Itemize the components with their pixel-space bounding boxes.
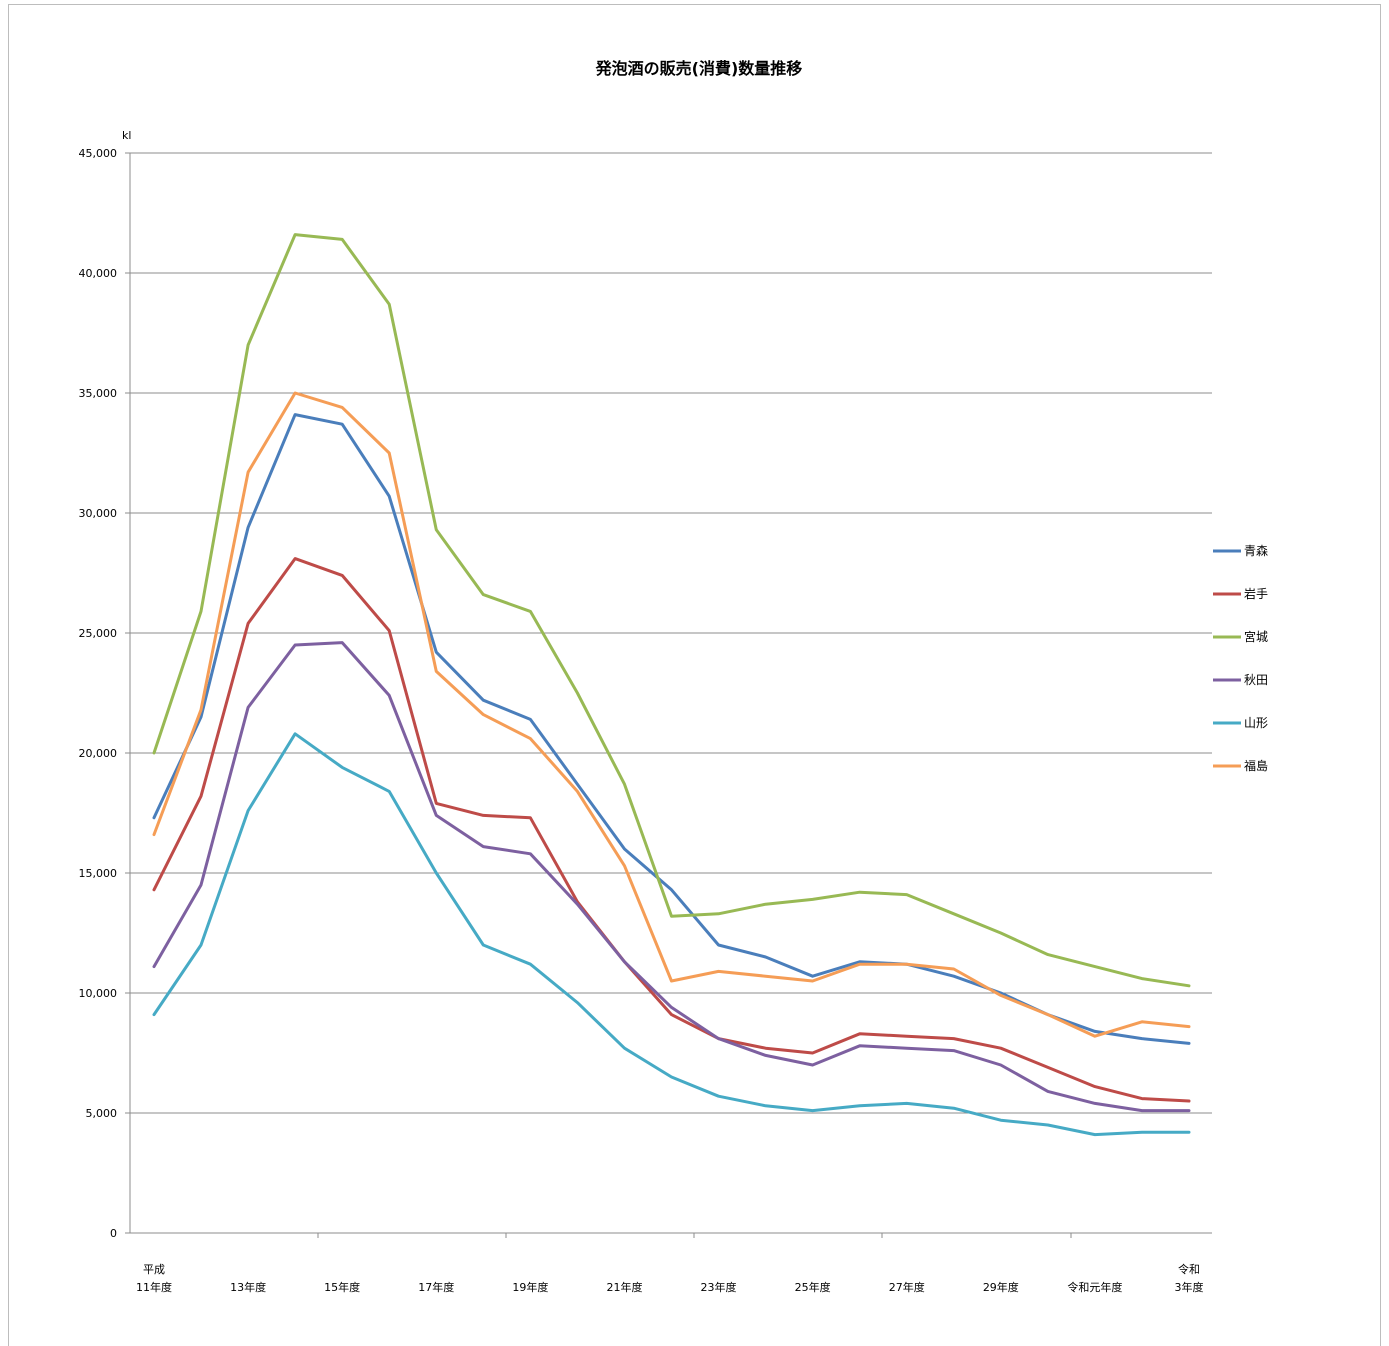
x-tick-label: 29年度 [983,1280,1019,1294]
legend-label: 青森 [1244,543,1268,558]
y-tick-label: 45,000 [79,147,118,160]
legend-label: 福島 [1244,758,1268,773]
x-tick-label: 17年度 [418,1280,454,1294]
y-tick-label: 0 [110,1227,117,1240]
series-line-秋田 [152,641,1191,1113]
y-tick-label: 35,000 [79,387,118,400]
x-tick-label: 令和元年度 [1067,1280,1122,1294]
x-axis: 平成 11年度 13年度 15年度 17年度 19年度 21年度 23年度 25年度 27年度 29… [129,153,1212,1294]
legend-label: 岩手 [1244,586,1268,601]
x-tick-label: 平成 11年度 [136,1263,172,1294]
x-tick-label: 21年度 [606,1280,642,1294]
series-line-山形 [152,732,1191,1137]
gridlines [130,152,1212,1114]
y-axis-unit-label: kl [122,129,131,142]
y-tick-label: 25,000 [79,627,118,640]
y-tick-label: 30,000 [79,507,118,520]
series-line-宮城 [152,233,1191,988]
y-tick-label: 40,000 [79,267,118,280]
x-tick-label: 15年度 [324,1280,360,1294]
x-tick-label: 27年度 [889,1280,925,1294]
legend-label: 宮城 [1244,629,1268,644]
y-tick-label: 20,000 [79,747,118,760]
legend-label: 山形 [1244,716,1268,730]
chart-frame [8,4,1381,1346]
x-tick-label: 13年度 [230,1280,266,1294]
legend-label: 秋田 [1244,673,1268,687]
series-line-福島 [152,391,1191,1038]
y-tick-label: 15,000 [79,867,118,880]
y-tick-label: 5,000 [86,1107,118,1120]
y-tick-label: 10,000 [79,987,118,1000]
chart-title: 発泡酒の販売(消費)数量推移 [595,59,803,78]
x-tick-label: 23年度 [701,1280,737,1294]
x-tick-label: 25年度 [795,1280,831,1294]
x-tick-label: 令和 3年度 [1175,1262,1204,1294]
series-line-岩手 [152,557,1191,1103]
y-axis-ticks: 0 5,000 10,000 15,000 20,000 25,000 30,000 35,0… [79,147,130,1240]
series-lines [152,233,1191,1137]
x-tick-label: 19年度 [512,1280,548,1294]
